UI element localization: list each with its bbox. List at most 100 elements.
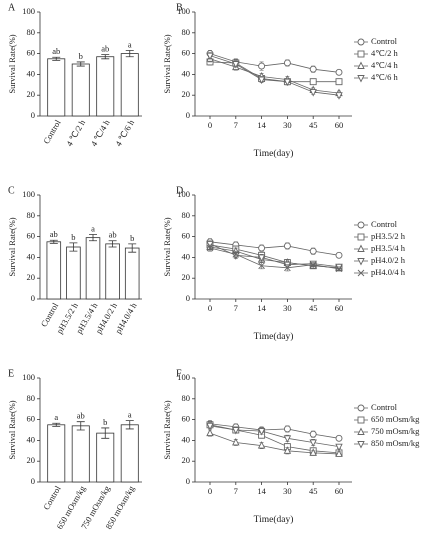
x-tick-label: Control	[41, 483, 63, 511]
data-point	[258, 62, 266, 70]
legend-marker	[357, 269, 365, 277]
data-point	[206, 422, 214, 431]
x-tick-label: 14	[257, 120, 266, 130]
error-bar	[89, 234, 97, 242]
error-bar	[76, 61, 85, 67]
data-point	[335, 251, 343, 259]
data-point	[335, 92, 343, 100]
data-point	[335, 68, 343, 76]
y-tick-label: 60	[182, 48, 191, 58]
y-tick-label: 60	[27, 231, 36, 241]
panel-label: C	[8, 185, 15, 196]
x-tick-label: 7	[234, 303, 238, 313]
error-bar	[52, 422, 61, 427]
significance-letter: ab	[101, 44, 109, 54]
legend-label: 650 mOsm/kg	[371, 414, 420, 424]
x-tick-label: 7	[234, 120, 238, 130]
significance-letter: b	[130, 233, 134, 243]
y-tick-label: 0	[186, 476, 190, 486]
x-tick-label: 60	[335, 120, 344, 130]
data-point	[232, 427, 240, 435]
y-axis-label: Survival Rate(%)	[7, 217, 17, 276]
significance-letter: a	[128, 39, 132, 49]
data-point	[258, 244, 266, 252]
data-point	[309, 439, 317, 447]
legend-label: 4℃/2 h	[371, 48, 399, 58]
x-tick-label: 0	[208, 303, 212, 313]
y-tick-label: 100	[177, 189, 190, 199]
data-point	[206, 52, 214, 61]
error-bar	[101, 54, 110, 60]
series-line	[209, 55, 340, 96]
data-point	[257, 428, 266, 436]
y-tick-label: 60	[27, 48, 36, 58]
bar	[96, 56, 115, 117]
significance-letter: ab	[50, 229, 58, 239]
x-tick-label: 45	[309, 120, 318, 130]
y-tick-label: 0	[31, 476, 35, 486]
y-tick-label: 100	[177, 6, 190, 16]
y-axis-label: Survival Rate(%)	[7, 400, 17, 459]
error-bar	[49, 239, 58, 244]
y-tick-label: 100	[22, 6, 35, 16]
data-point	[309, 78, 317, 86]
significance-letter: a	[54, 412, 58, 422]
y-tick-label: 20	[27, 89, 36, 99]
y-tick-label: 80	[27, 27, 36, 37]
y-tick-label: 100	[22, 189, 35, 199]
error-bar	[76, 421, 85, 431]
y-tick-label: 0	[186, 293, 190, 303]
data-point	[232, 437, 240, 446]
series-line	[209, 423, 340, 439]
data-point	[206, 428, 214, 437]
y-axis-label: Survival Rate(%)	[7, 34, 17, 93]
data-point	[283, 78, 292, 87]
data-point	[206, 240, 214, 249]
data-point	[284, 264, 291, 272]
y-tick-label: 80	[182, 393, 191, 403]
y-tick-label: 100	[22, 372, 35, 382]
x-tick-label: 4 ℃/2 h	[64, 117, 87, 148]
legend-marker	[357, 404, 365, 412]
y-tick-label: 60	[182, 231, 191, 241]
legend-marker	[357, 221, 365, 229]
data-point	[258, 262, 265, 270]
error-bar	[125, 420, 134, 430]
panel-label: A	[8, 2, 16, 13]
data-point	[283, 446, 292, 454]
x-tick-label: 60	[335, 303, 344, 313]
error-bar	[69, 242, 78, 252]
data-point	[257, 254, 266, 262]
y-tick-label: 80	[182, 27, 191, 37]
panel-label: B	[176, 2, 183, 13]
x-axis-label: Time(day)	[254, 514, 294, 525]
data-point	[335, 265, 343, 273]
data-point	[309, 65, 317, 73]
data-point	[257, 76, 266, 85]
legend-label: 850 mOsm/kg	[371, 438, 420, 448]
panel-label: F	[176, 368, 182, 379]
series-line	[209, 432, 340, 455]
data-point	[309, 247, 317, 255]
legend-marker	[357, 233, 365, 241]
data-point	[309, 89, 317, 97]
series-line	[209, 247, 340, 270]
x-tick-label: 30	[283, 303, 292, 313]
bar	[66, 246, 81, 300]
x-tick-label: 60	[335, 486, 344, 496]
data-point	[335, 434, 343, 442]
legend-label: Control	[371, 219, 398, 229]
legend-label: pH3.5/2 h	[371, 231, 406, 241]
legend-marker	[357, 427, 365, 435]
significance-letter: b	[79, 51, 83, 61]
series-line	[209, 53, 340, 73]
data-point	[309, 448, 317, 456]
bar	[71, 425, 90, 483]
x-axis-label: Time(day)	[254, 331, 294, 342]
data-point	[335, 78, 343, 86]
y-axis-label: Survival Rate(%)	[162, 400, 172, 459]
legend-marker	[357, 416, 365, 424]
y-tick-label: 40	[182, 251, 191, 261]
y-tick-label: 0	[186, 110, 190, 120]
